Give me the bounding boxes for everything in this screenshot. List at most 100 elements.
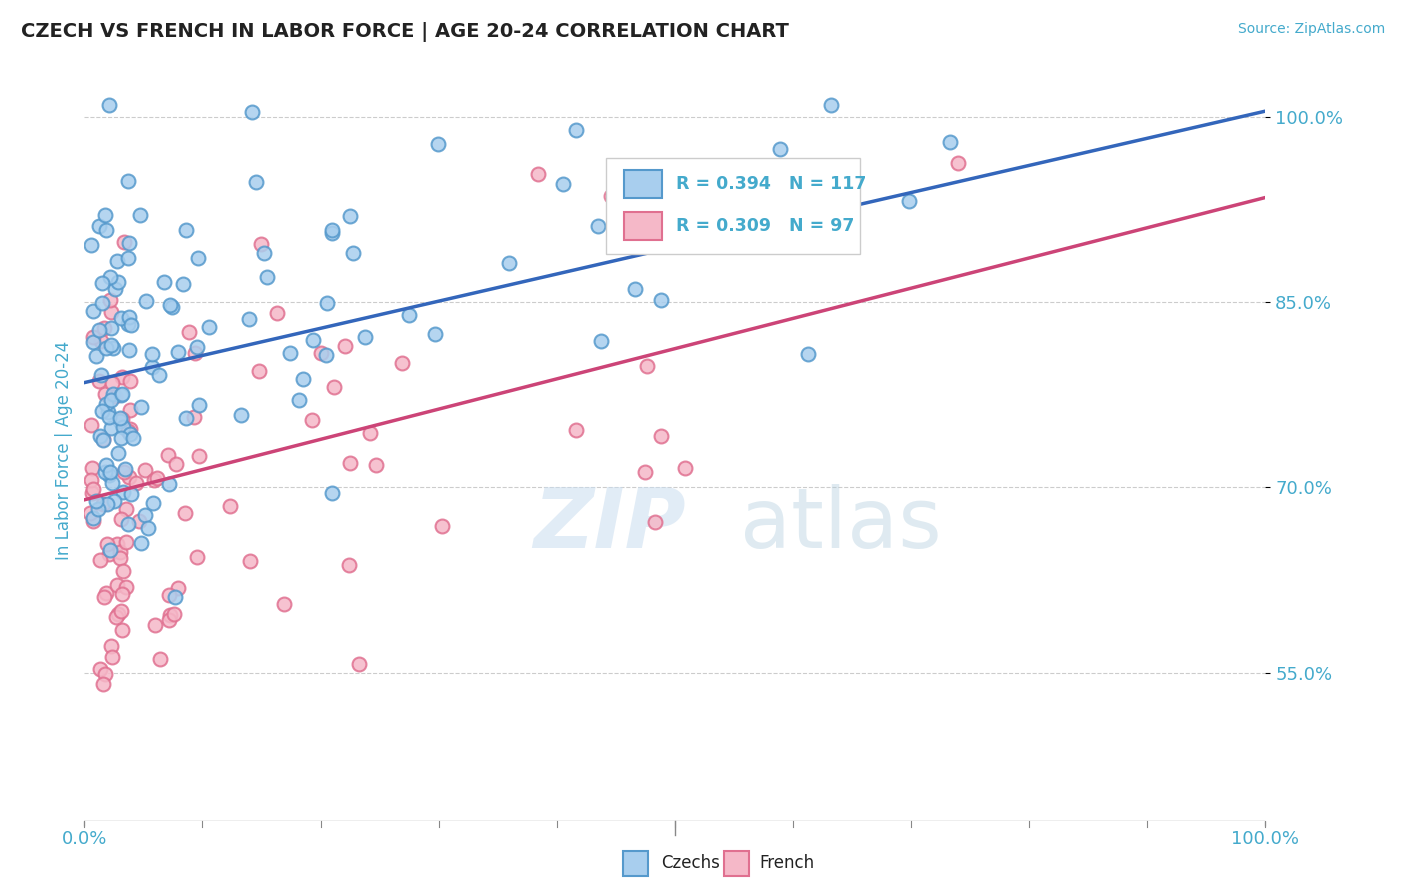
Point (131, 401, 153, 415)
Point (142, 496, 165, 510)
Point (187, 398, 209, 412)
Point (117, 424, 139, 438)
Point (177, 325, 200, 339)
Point (82, 510, 104, 524)
Point (110, 512, 132, 526)
Point (105, 537, 128, 551)
Point (117, 517, 139, 532)
Point (90, 277, 112, 291)
Point (89, 374, 111, 388)
Point (245, 175, 267, 189)
Point (157, 613, 180, 627)
Point (186, 550, 208, 565)
Point (96, 537, 118, 551)
Point (108, 414, 131, 428)
Point (114, 502, 136, 516)
Point (114, 462, 136, 476)
Point (321, 226, 343, 240)
Point (339, 456, 361, 470)
Point (89, 553, 111, 567)
Point (100, 392, 122, 407)
Point (599, 189, 621, 203)
Point (110, 388, 132, 402)
Point (938, 135, 960, 149)
Point (183, 346, 205, 360)
Point (187, 252, 209, 266)
Point (160, 300, 183, 314)
Point (551, 177, 574, 191)
Point (118, 310, 141, 324)
Point (148, 368, 170, 382)
Point (94, 223, 117, 237)
Point (250, 237, 273, 252)
Point (112, 564, 135, 578)
Point (87, 502, 110, 516)
Point (197, 320, 219, 334)
Point (673, 461, 696, 475)
Point (186, 340, 208, 354)
Point (94, 341, 117, 355)
FancyBboxPatch shape (606, 158, 860, 254)
Point (98, 293, 121, 307)
Point (120, 403, 142, 417)
Point (309, 346, 332, 360)
Point (93, 590, 115, 604)
Point (321, 485, 343, 500)
Point (291, 372, 314, 386)
Point (84, 349, 107, 363)
Point (354, 329, 377, 343)
Point (105, 610, 128, 624)
Point (101, 376, 124, 390)
Point (98, 270, 121, 285)
Point (644, 516, 666, 530)
Point (91, 295, 114, 310)
Point (159, 298, 181, 312)
Point (112, 235, 135, 250)
Point (636, 359, 658, 373)
Point (769, 142, 792, 156)
Point (163, 607, 186, 621)
Point (90, 368, 112, 382)
Point (301, 413, 323, 427)
Point (108, 551, 131, 566)
Point (273, 597, 295, 611)
Point (91, 433, 114, 447)
Point (174, 411, 197, 425)
Point (624, 282, 647, 296)
Point (90, 404, 112, 418)
Point (321, 223, 343, 237)
Point (111, 586, 134, 600)
Point (80, 460, 103, 475)
Bar (624, 169, 662, 198)
Point (134, 462, 156, 476)
Point (498, 256, 520, 270)
Point (82, 303, 104, 318)
Point (364, 458, 387, 472)
Point (149, 651, 172, 665)
Point (114, 580, 136, 594)
Point (288, 393, 311, 408)
Point (247, 364, 270, 378)
Point (157, 588, 180, 602)
Point (796, 347, 818, 361)
Point (118, 426, 141, 441)
Text: atlas: atlas (740, 484, 942, 565)
Point (107, 254, 129, 268)
Point (80, 485, 103, 500)
Point (79, 506, 101, 520)
Point (111, 411, 134, 425)
Point (110, 604, 132, 618)
Point (342, 246, 364, 260)
Text: R = 0.394   N = 117: R = 0.394 N = 117 (676, 175, 866, 193)
Point (89, 429, 111, 443)
Point (359, 425, 381, 440)
Point (93, 321, 115, 335)
Text: Czechs: Czechs (661, 855, 720, 872)
Point (117, 252, 139, 266)
Point (82, 330, 104, 344)
Point (98, 547, 121, 561)
Point (141, 346, 163, 360)
Point (100, 649, 122, 664)
Point (159, 607, 181, 622)
Point (117, 318, 139, 332)
